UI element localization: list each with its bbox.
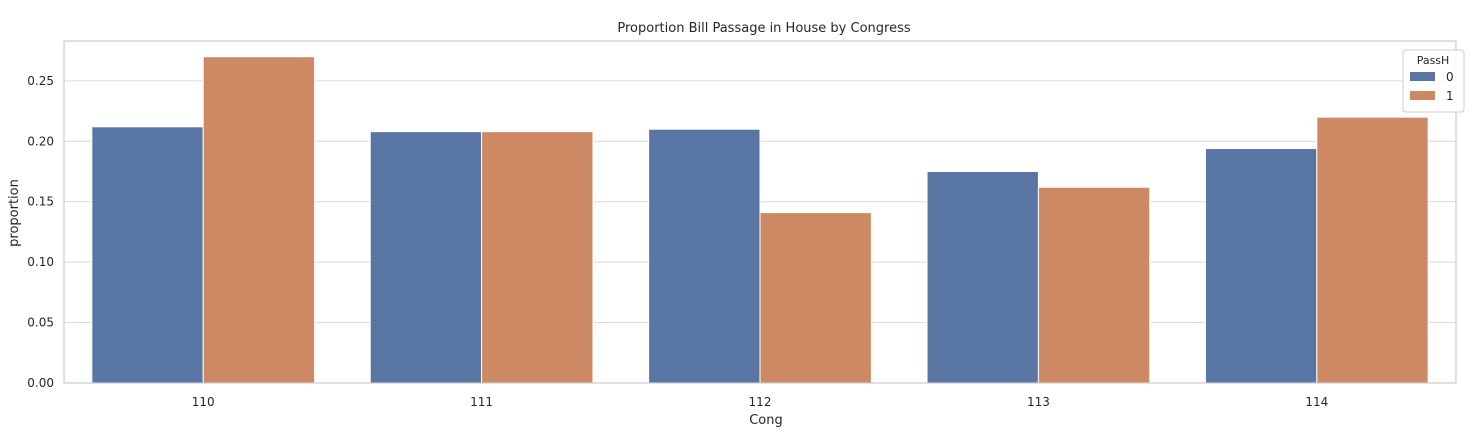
bar-111-series-1: [481, 131, 594, 384]
legend: PassH 01: [1402, 49, 1465, 113]
bar-110-series-1: [202, 56, 316, 384]
x-tick-label: 114: [1305, 395, 1328, 409]
bar-113-series-1: [1037, 186, 1151, 384]
chart-title: Proportion Bill Passage in House by Cong…: [617, 21, 910, 36]
y-tick-label: 0.00: [27, 376, 54, 390]
bars: [91, 56, 1429, 384]
x-tick-label: 111: [470, 395, 493, 409]
y-tick-label: 0.25: [27, 74, 54, 88]
plot-frame: [63, 40, 1457, 384]
x-tick-label: 112: [749, 395, 772, 409]
y-tick-label: 0.05: [27, 316, 54, 330]
bar-113-series-0: [926, 171, 1039, 384]
y-tick-label: 0.15: [27, 195, 54, 209]
bar-110-series-0: [91, 126, 204, 384]
bar-114-series-0: [1204, 148, 1318, 384]
legend-swatch: [1410, 72, 1435, 81]
legend-label: 1: [1446, 89, 1454, 103]
bar-112-series-1: [759, 212, 872, 384]
bar-112-series-0: [648, 128, 761, 384]
x-tick-labels: 110 111 112 113 114: [192, 395, 1329, 409]
y-tick-label: 0.20: [27, 134, 54, 148]
x-tick-label: 110: [192, 395, 215, 409]
bar-114-series-1: [1316, 116, 1429, 384]
y-tick-labels: 0.00 0.05 0.10 0.15 0.20 0.25: [27, 74, 54, 390]
y-tick-label: 0.10: [27, 255, 54, 269]
legend-items: 01: [1410, 70, 1454, 103]
legend-label: 0: [1446, 70, 1454, 84]
legend-swatch: [1410, 91, 1435, 100]
legend-title: PassH: [1417, 54, 1450, 67]
bar-111-series-0: [369, 131, 483, 384]
x-axis-label: Cong: [749, 413, 783, 428]
x-tick-label: 113: [1027, 395, 1050, 409]
y-axis-label: proportion: [7, 179, 22, 247]
